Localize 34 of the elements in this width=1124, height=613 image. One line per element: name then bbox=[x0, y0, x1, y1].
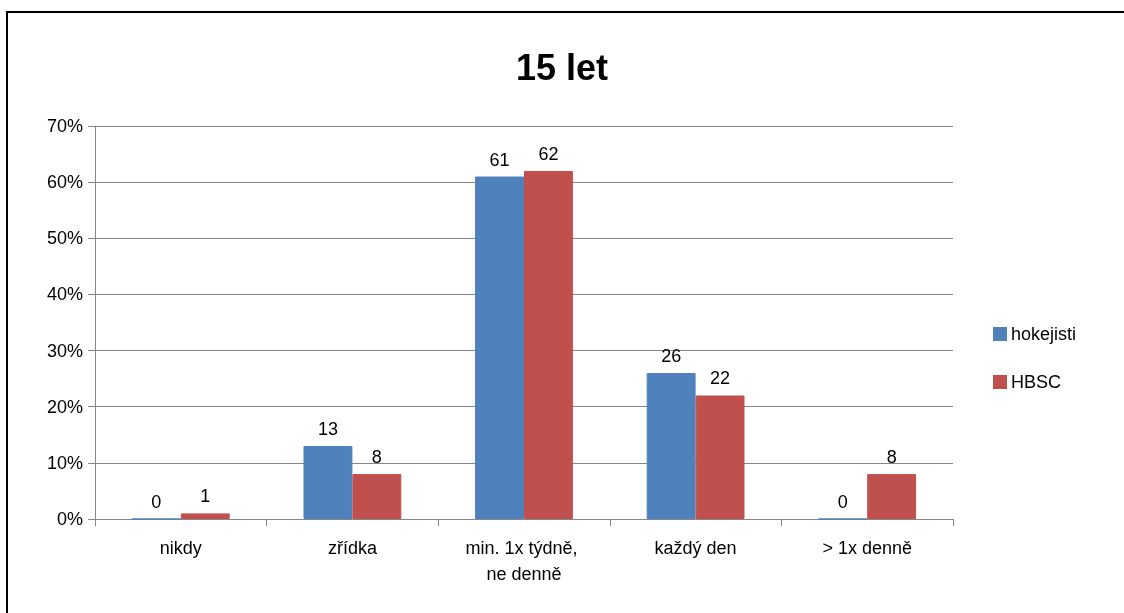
bar bbox=[303, 446, 353, 519]
x-tick-label: každý den bbox=[654, 538, 737, 558]
bar bbox=[475, 176, 524, 519]
data-label: 22 bbox=[710, 368, 731, 389]
x-tick-label: min. 1x týdně, ne denně bbox=[465, 538, 583, 584]
data-label: 0 bbox=[837, 491, 848, 512]
y-tick-label: 70% bbox=[46, 116, 83, 136]
bar bbox=[867, 474, 917, 519]
y-tick-label: 20% bbox=[46, 396, 83, 417]
bar bbox=[524, 170, 573, 519]
data-label: 8 bbox=[371, 447, 382, 468]
x-tick-label: zřídka bbox=[327, 538, 378, 558]
legend-label: hokejisti bbox=[1011, 324, 1077, 344]
data-label: 62 bbox=[538, 143, 559, 164]
x-tick-label: > 1x denně bbox=[822, 538, 912, 558]
data-label: 61 bbox=[489, 149, 510, 170]
legend-label: HBSC bbox=[1011, 372, 1062, 392]
bar bbox=[352, 474, 402, 519]
data-label: 13 bbox=[317, 419, 338, 440]
y-tick-label: 30% bbox=[46, 340, 83, 361]
x-tick-label: nikdy bbox=[159, 538, 202, 558]
chart-title: 15 let bbox=[515, 46, 609, 88]
y-tick-label: 60% bbox=[46, 172, 83, 193]
bar bbox=[180, 513, 230, 519]
data-label: 8 bbox=[886, 447, 897, 468]
data-label: 0 bbox=[151, 491, 162, 512]
bar bbox=[695, 395, 745, 519]
bar bbox=[646, 373, 696, 519]
y-tick-label: 10% bbox=[46, 452, 83, 473]
data-label: 1 bbox=[200, 486, 211, 507]
y-tick-label: 50% bbox=[46, 228, 83, 249]
data-label: 26 bbox=[661, 346, 682, 367]
y-tick-label: 0% bbox=[56, 509, 83, 529]
y-tick-label: 40% bbox=[46, 284, 83, 305]
